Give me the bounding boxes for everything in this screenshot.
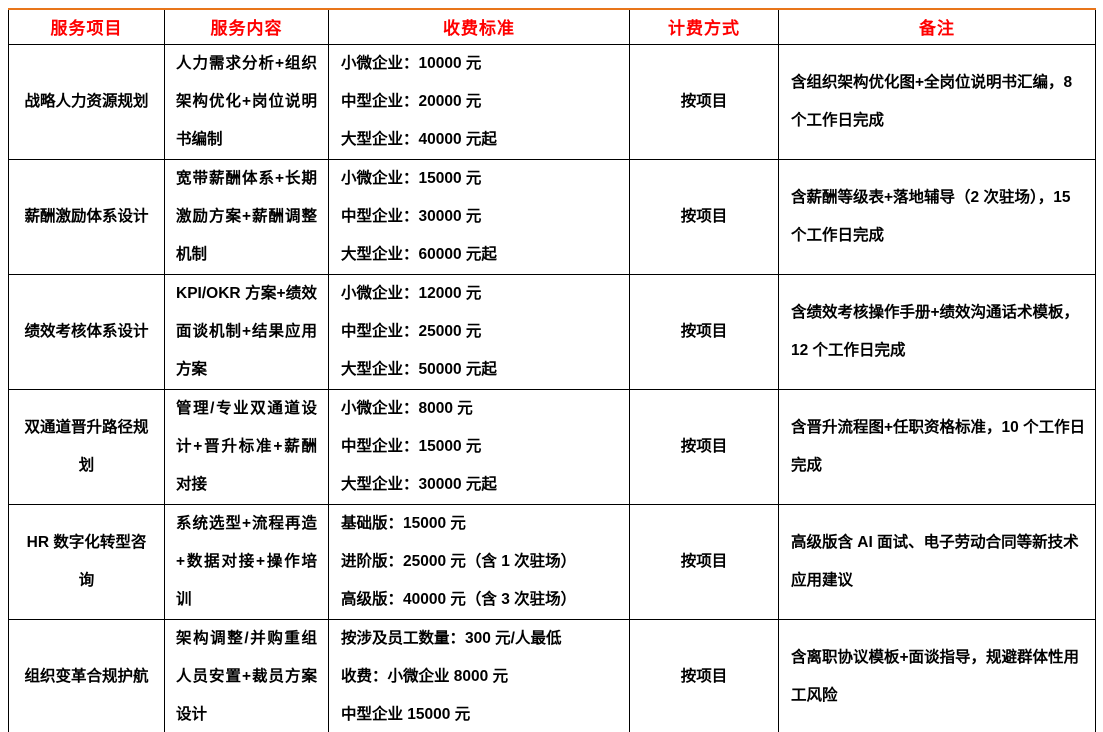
fees-cell: 小微企业：10000 元中型企业：20000 元大型企业：40000 元起 bbox=[328, 43, 630, 160]
service-text: 双通道晋升路径规划 bbox=[24, 418, 149, 474]
fee-line: 大型企业：40000 元起 bbox=[341, 130, 497, 148]
fee-line: 收费：小微企业 8000 元 bbox=[341, 667, 509, 685]
content-text: 系统选型+流程再造+数据对接+操作培训 bbox=[176, 514, 317, 608]
header-cell-remark: 备注 bbox=[778, 8, 1096, 45]
billing-text: 按项目 bbox=[680, 322, 728, 340]
remark-cell: 高级版含 AI 面试、电子劳动合同等新技术应用建议 bbox=[778, 503, 1096, 620]
service-cell: 组织变革合规护航 bbox=[8, 618, 165, 732]
content-text: KPI/OKR 方案+绩效面谈机制+结果应用方案 bbox=[176, 284, 317, 378]
fee-line: 大型企业：50000 元起 bbox=[341, 360, 497, 378]
remark-cell: 含晋升流程图+任职资格标准，10 个工作日完成 bbox=[778, 388, 1096, 505]
fee-line: 大型企业：30000 元起 bbox=[341, 475, 497, 493]
fee-line: 进阶版：25000 元（含 1 次驻场） bbox=[341, 552, 577, 570]
table-row: 组织变革合规护航 架构调整/并购重组人员安置+裁员方案设计 按涉及员工数量：300 … bbox=[8, 618, 1096, 732]
billing-cell: 按项目 bbox=[629, 158, 779, 275]
content-cell: 管理/专业双通道设计+晋升标准+薪酬对接 bbox=[164, 388, 329, 505]
content-cell: 系统选型+流程再造+数据对接+操作培训 bbox=[164, 503, 329, 620]
service-cell: 薪酬激励体系设计 bbox=[8, 158, 165, 275]
table-row: 双通道晋升路径规划 管理/专业双通道设计+晋升标准+薪酬对接 小微企业：8000 元… bbox=[8, 388, 1096, 505]
table-row: HR 数字化转型咨询 系统选型+流程再造+数据对接+操作培训 基础版：15000 元… bbox=[8, 503, 1096, 620]
table-header-row: 服务项目 服务内容 收费标准 计费方式 备注 bbox=[8, 8, 1096, 45]
table-row: 绩效考核体系设计 KPI/OKR 方案+绩效面谈机制+结果应用方案 小微企业：120… bbox=[8, 273, 1096, 390]
service-pricing-table: 服务项目 服务内容 收费标准 计费方式 备注 战略人力资源规划 人力需求分析+组织架构优化… bbox=[8, 8, 1096, 732]
fee-line: 小微企业：8000 元 bbox=[341, 399, 473, 417]
remark-cell: 含组织架构优化图+全岗位说明书汇编，8 个工作日完成 bbox=[778, 43, 1096, 160]
fees-cell: 基础版：15000 元进阶版：25000 元（含 1 次驻场） 高级版：40000… bbox=[328, 503, 630, 620]
service-text: 战略人力资源规划 bbox=[24, 92, 149, 110]
billing-cell: 按项目 bbox=[629, 503, 779, 620]
billing-text: 按项目 bbox=[680, 437, 728, 455]
fee-line: 小微企业：12000 元 bbox=[341, 284, 482, 302]
billing-text: 按项目 bbox=[680, 92, 728, 110]
header-cell-service: 服务项目 bbox=[8, 8, 165, 45]
content-text: 管理/专业双通道设计+晋升标准+薪酬对接 bbox=[176, 399, 317, 493]
content-cell: KPI/OKR 方案+绩效面谈机制+结果应用方案 bbox=[164, 273, 329, 390]
fees-cell: 小微企业：8000 元中型企业：15000 元大型企业：30000 元起 bbox=[328, 388, 630, 505]
fee-line: 中型企业 15000 元 bbox=[341, 705, 471, 723]
service-cell: 绩效考核体系设计 bbox=[8, 273, 165, 390]
fee-line: 中型企业：25000 元 bbox=[341, 322, 482, 340]
billing-cell: 按项目 bbox=[629, 388, 779, 505]
fees-cell: 按涉及员工数量：300 元/人最低 收费：小微企业 8000 元中型企业 1500… bbox=[328, 618, 630, 732]
content-cell: 架构调整/并购重组人员安置+裁员方案设计 bbox=[164, 618, 329, 732]
service-cell: 双通道晋升路径规划 bbox=[8, 388, 165, 505]
service-text: 绩效考核体系设计 bbox=[24, 322, 149, 340]
billing-text: 按项目 bbox=[680, 552, 728, 570]
billing-cell: 按项目 bbox=[629, 618, 779, 732]
remark-cell: 含离职协议模板+面谈指导，规避群体性用工风险 bbox=[778, 618, 1096, 732]
billing-cell: 按项目 bbox=[629, 273, 779, 390]
content-text: 人力需求分析+组织架构优化+岗位说明书编制 bbox=[176, 54, 317, 148]
fee-line: 高级版：40000 元（含 3 次驻场） bbox=[341, 590, 577, 608]
content-cell: 宽带薪酬体系+长期激励方案+薪酬调整机制 bbox=[164, 158, 329, 275]
service-cell: HR 数字化转型咨询 bbox=[8, 503, 165, 620]
fee-line: 小微企业：15000 元 bbox=[341, 169, 482, 187]
remark-text: 含绩效考核操作手册+绩效沟通话术模板，12 个工作日完成 bbox=[791, 303, 1080, 359]
remark-text: 含薪酬等级表+落地辅导（2 次驻场），15 个工作日完成 bbox=[791, 188, 1071, 244]
header-cell-content: 服务内容 bbox=[164, 8, 329, 45]
remark-text: 含离职协议模板+面谈指导，规避群体性用工风险 bbox=[791, 648, 1080, 704]
fee-line: 按涉及员工数量：300 元/人最低 bbox=[341, 629, 562, 647]
remark-text: 高级版含 AI 面试、电子劳动合同等新技术应用建议 bbox=[791, 533, 1079, 589]
content-text: 架构调整/并购重组人员安置+裁员方案设计 bbox=[176, 629, 317, 723]
service-text: 薪酬激励体系设计 bbox=[24, 207, 149, 225]
fees-cell: 小微企业：12000 元中型企业：25000 元大型企业：50000 元起 bbox=[328, 273, 630, 390]
header-cell-fees: 收费标准 bbox=[328, 8, 630, 45]
service-cell: 战略人力资源规划 bbox=[8, 43, 165, 160]
fee-line: 中型企业：15000 元 bbox=[341, 437, 482, 455]
fee-line: 中型企业：20000 元 bbox=[341, 92, 482, 110]
header-cell-billing: 计费方式 bbox=[629, 8, 779, 45]
content-cell: 人力需求分析+组织架构优化+岗位说明书编制 bbox=[164, 43, 329, 160]
service-text: HR 数字化转型咨询 bbox=[26, 533, 147, 589]
remark-text: 含组织架构优化图+全岗位说明书汇编，8 个工作日完成 bbox=[791, 73, 1073, 129]
billing-text: 按项目 bbox=[680, 667, 728, 685]
table-row: 战略人力资源规划 人力需求分析+组织架构优化+岗位说明书编制 小微企业：10000 … bbox=[8, 43, 1096, 160]
remark-cell: 含薪酬等级表+落地辅导（2 次驻场），15 个工作日完成 bbox=[778, 158, 1096, 275]
fees-cell: 小微企业：15000 元中型企业：30000 元大型企业：60000 元起 bbox=[328, 158, 630, 275]
fee-line: 小微企业：10000 元 bbox=[341, 54, 482, 72]
remark-cell: 含绩效考核操作手册+绩效沟通话术模板，12 个工作日完成 bbox=[778, 273, 1096, 390]
service-text: 组织变革合规护航 bbox=[24, 667, 149, 685]
fee-line: 中型企业：30000 元 bbox=[341, 207, 482, 225]
billing-cell: 按项目 bbox=[629, 43, 779, 160]
remark-text: 含晋升流程图+任职资格标准，10 个工作日完成 bbox=[791, 418, 1086, 474]
table-row: 薪酬激励体系设计 宽带薪酬体系+长期激励方案+薪酬调整机制 小微企业：15000 元… bbox=[8, 158, 1096, 275]
fee-line: 基础版：15000 元 bbox=[341, 514, 466, 532]
fee-line: 大型企业：60000 元起 bbox=[341, 245, 497, 263]
content-text: 宽带薪酬体系+长期激励方案+薪酬调整机制 bbox=[176, 169, 317, 263]
billing-text: 按项目 bbox=[680, 207, 728, 225]
